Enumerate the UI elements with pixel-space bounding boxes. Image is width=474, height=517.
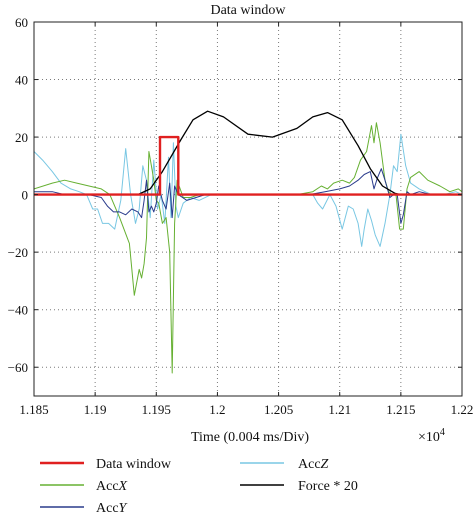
series-layer xyxy=(34,110,462,374)
x-tick-label: 1.195 xyxy=(142,402,171,417)
y-tick-label: 40 xyxy=(15,73,28,88)
legend-item-accz: AccZ xyxy=(240,457,329,472)
y-tick-label: −20 xyxy=(8,245,28,260)
x-tick-label: 1.215 xyxy=(386,402,415,417)
x-tick-label: 1.21 xyxy=(328,402,351,417)
x-tick-label: 1.185 xyxy=(19,402,48,417)
legend-item-force-20: Force * 20 xyxy=(240,479,358,494)
x-tick-label: 1.2 xyxy=(209,402,225,417)
y-tick-label: 60 xyxy=(15,15,28,30)
x-multiplier-base: ×10 xyxy=(418,430,440,445)
x-tick-label: 1.205 xyxy=(264,402,293,417)
y-tick-label: −40 xyxy=(8,303,28,318)
legend-label: AccZ xyxy=(298,457,329,472)
x-tick-label: 1.19 xyxy=(84,402,107,417)
x-axis-multiplier: ×104 xyxy=(418,427,445,445)
legend-item-accx: AccX xyxy=(40,479,128,494)
plot-frame xyxy=(33,21,463,397)
legend-item-accy: AccY xyxy=(40,501,129,516)
y-tick-label: 0 xyxy=(22,188,29,203)
legend-label: Force * 20 xyxy=(298,479,358,494)
series-line-accy xyxy=(34,168,462,224)
x-tick-label: 1.22 xyxy=(451,402,474,417)
legend-item-data-window: Data window xyxy=(40,457,172,472)
y-tick-label: 20 xyxy=(15,130,28,145)
x-axis-title: Time (0.004 ms/Div) xyxy=(191,430,309,445)
x-multiplier-exponent: 4 xyxy=(440,427,445,438)
x-tick-labels: 1.185 1.19 1.195 1.2 1.205 1.21 1.215 1.22 xyxy=(19,402,473,417)
y-tick-label: −60 xyxy=(8,360,28,375)
legend: Data window AccX AccY AccZ Force * 20 xyxy=(40,457,358,516)
series-line-accz xyxy=(34,133,462,247)
legend-label: Data window xyxy=(96,457,172,472)
y-tick-labels: 60 40 20 0 −20 −40 −60 xyxy=(8,15,28,375)
chart-title: Data window xyxy=(210,3,286,18)
legend-label: AccY xyxy=(96,501,129,516)
plot-area xyxy=(34,22,462,396)
series-line-data-window xyxy=(34,135,462,196)
series-line-force-20 xyxy=(34,110,462,196)
legend-label: AccX xyxy=(96,479,128,494)
axis-ticks xyxy=(33,21,463,396)
